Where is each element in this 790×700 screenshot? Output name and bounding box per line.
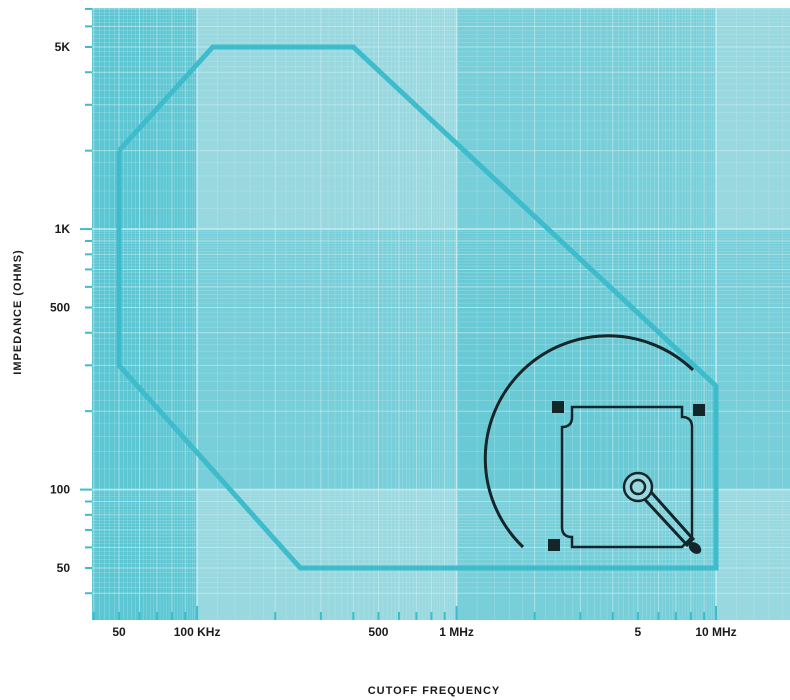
component-arc xyxy=(483,334,695,549)
x-tick-label: 50 xyxy=(112,625,126,639)
wiper-pivot-outer xyxy=(622,471,654,503)
x-axis-title: CUTOFF FREQUENCY xyxy=(368,685,501,697)
x-tick-label: 100 KHz xyxy=(174,625,221,639)
tick-labels: 50 100 KHz 500 1 MHz 5 10 MHz 50 100 500 1K 5K xyxy=(50,40,737,639)
component-outline xyxy=(560,405,694,549)
y-tick-label: 100 xyxy=(50,483,70,497)
resistor-component-drawing xyxy=(483,334,705,554)
terminal-pad-top-left xyxy=(552,401,564,413)
series-outline-0 xyxy=(116,44,719,571)
wiper-tip xyxy=(688,542,702,554)
terminal-pad-bottom-left xyxy=(548,539,560,551)
y-axis-title: IMPEDANCE (OHMS) xyxy=(12,249,24,374)
x-tick-label: 500 xyxy=(368,625,388,639)
terminal-pad-top-right xyxy=(693,404,705,416)
wiper-pivot-inner xyxy=(629,478,647,496)
y-tick-label: 5K xyxy=(55,40,71,54)
x-tick-label: 10 MHz xyxy=(695,625,736,639)
tick-marks xyxy=(80,7,717,620)
x-tick-label: 5 xyxy=(635,625,642,639)
wiper-arm xyxy=(635,482,696,548)
data-marks xyxy=(116,44,719,571)
grid xyxy=(92,8,790,620)
x-tick-label: 1 MHz xyxy=(439,625,474,639)
y-tick-label: 50 xyxy=(57,561,71,575)
y-tick-label: 500 xyxy=(50,301,70,315)
y-tick-label: 1K xyxy=(55,222,71,236)
